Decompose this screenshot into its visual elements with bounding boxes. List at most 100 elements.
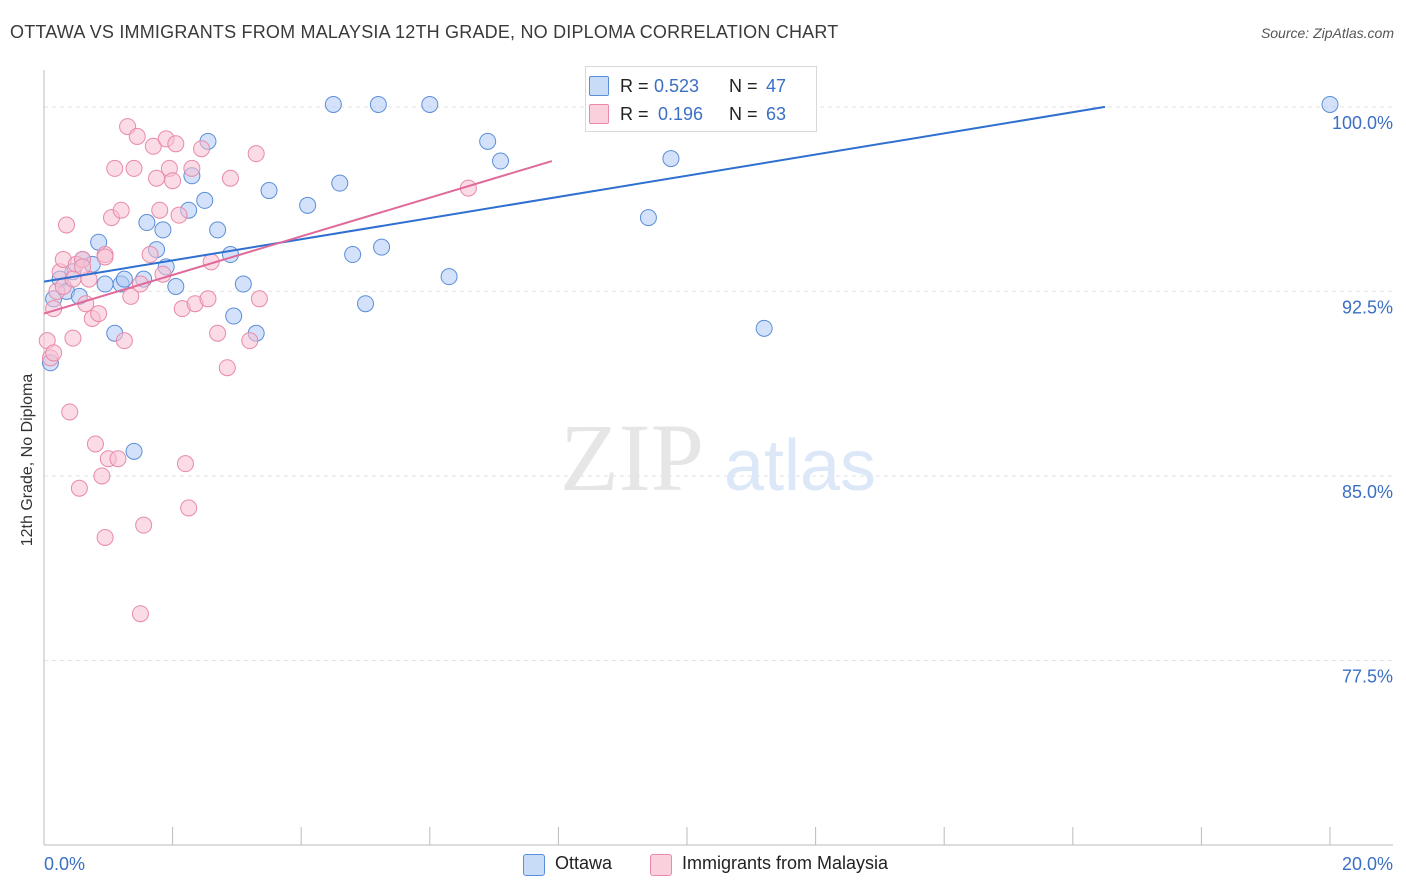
malaysia-point [64, 329, 82, 347]
legend-box: R = 0.523 N = 47 R = 0.196 N = 63 [585, 66, 817, 132]
watermark: ZIP atlas [560, 404, 876, 511]
malaysia-point [241, 332, 259, 350]
malaysia-point [93, 467, 111, 485]
ottawa-point [324, 95, 342, 113]
ottawa-point [167, 278, 185, 296]
legend-n-label: N = [729, 76, 758, 96]
malaysia-point [90, 305, 108, 323]
malaysia-point [199, 290, 217, 308]
malaysia-point [218, 359, 236, 377]
ottawa-point [260, 182, 278, 200]
ottawa-point [492, 152, 510, 170]
chart-title: OTTAWA VS IMMIGRANTS FROM MALAYSIA 12TH … [10, 22, 839, 42]
malaysia-point [45, 344, 63, 362]
ottawa-point [196, 191, 214, 209]
legend-r-label: R = [620, 104, 649, 124]
bottom-legend-label-malaysia: Immigrants from Malaysia [682, 853, 889, 873]
malaysia-point [58, 216, 76, 234]
legend-r-label: R = [620, 76, 649, 96]
malaysia-point [106, 159, 124, 177]
malaysia-point [96, 528, 114, 546]
malaysia-point [115, 332, 133, 350]
axes [43, 70, 1393, 846]
ottawa-trend-line [43, 105, 1106, 283]
malaysia-point [151, 201, 169, 219]
ottawa-point [344, 246, 362, 264]
source-note: Source: ZipAtlas.com [1260, 25, 1394, 41]
watermark-zip: ZIP [560, 404, 704, 511]
malaysia-series [38, 118, 477, 623]
malaysia-point [64, 270, 82, 288]
ottawa-point [369, 95, 387, 113]
ottawa-point [299, 196, 317, 214]
malaysia-point [176, 455, 194, 473]
ottawa-point [115, 270, 133, 288]
ottawa-point [357, 295, 374, 313]
legend-swatch-ottawa [589, 76, 609, 96]
x-tick-label-min: 0.0% [44, 854, 85, 874]
ottawa-point [154, 221, 172, 239]
bottom-legend-swatch-malaysia [650, 854, 672, 876]
malaysia-point [125, 159, 143, 177]
malaysia-point [250, 290, 268, 308]
watermark-atlas: atlas [724, 426, 876, 506]
y-tick-label: 100.0% [1332, 113, 1393, 133]
malaysia-point [109, 450, 127, 468]
malaysia-point [144, 137, 162, 155]
legend-row-ottawa: R = 0.523 N = 47 [586, 73, 816, 101]
malaysia-point [209, 324, 227, 342]
bottom-legend-swatch-ottawa [523, 854, 545, 876]
y-tick-label: 92.5% [1342, 297, 1393, 317]
malaysia-point [183, 159, 201, 177]
ottawa-point [138, 214, 156, 232]
x-tick-label-max: 20.0% [1342, 854, 1393, 874]
ottawa-point [639, 209, 657, 227]
malaysia-point [221, 169, 239, 187]
ottawa-point [1321, 95, 1339, 113]
malaysia-point [167, 135, 185, 153]
malaysia-point [141, 246, 159, 264]
malaysia-point [70, 479, 88, 497]
ottawa-point [96, 275, 114, 293]
ottawa-point [373, 238, 391, 256]
ottawa-point [225, 307, 243, 325]
legend-r-value-malaysia: 0.196 [658, 104, 704, 124]
malaysia-point [86, 435, 104, 453]
ottawa-point [331, 174, 349, 192]
legend-row-malaysia: R = 0.196 N = 63 [586, 101, 816, 129]
y-tick-label: 85.0% [1342, 482, 1393, 502]
legend-n-value-ottawa: 47 [766, 76, 787, 96]
malaysia-point [61, 403, 79, 421]
legend-r-value-ottawa: 0.523 [654, 76, 700, 96]
ottawa-point [209, 221, 227, 239]
bottom-legend: Ottawa Immigrants from Malaysia [0, 852, 1406, 878]
malaysia-point [135, 516, 153, 534]
malaysia-point [180, 499, 198, 517]
ottawa-point [125, 442, 143, 460]
malaysia-point [193, 140, 211, 158]
ottawa-point [755, 319, 773, 337]
ottawa-point [662, 150, 680, 168]
y-axis-label-wrap: 12th Grade, No Diploma [16, 300, 40, 620]
y-tick-label: 77.5% [1342, 666, 1393, 686]
malaysia-point [128, 127, 146, 145]
grid-lines [44, 106, 1393, 661]
malaysia-point [170, 206, 188, 224]
legend-swatch-malaysia [589, 104, 609, 124]
malaysia-point [131, 605, 149, 623]
malaysia-trend-line [43, 160, 553, 315]
malaysia-point [247, 145, 265, 163]
ottawa-point [234, 275, 252, 293]
ottawa-point [421, 95, 439, 113]
malaysia-point [112, 201, 130, 219]
bottom-legend-label-ottawa: Ottawa [555, 853, 613, 873]
malaysia-point [96, 248, 114, 266]
ottawa-point [440, 268, 458, 286]
ottawa-point [479, 132, 497, 150]
malaysia-point [164, 172, 182, 190]
y-axis-label: 12th Grade, No Diploma [19, 373, 36, 547]
trend-lines [43, 105, 1106, 315]
tick-labels: 77.5% 85.0% 92.5% 100.0% 0.0% 20.0% [44, 113, 1393, 874]
legend-n-value-malaysia: 63 [766, 104, 787, 124]
